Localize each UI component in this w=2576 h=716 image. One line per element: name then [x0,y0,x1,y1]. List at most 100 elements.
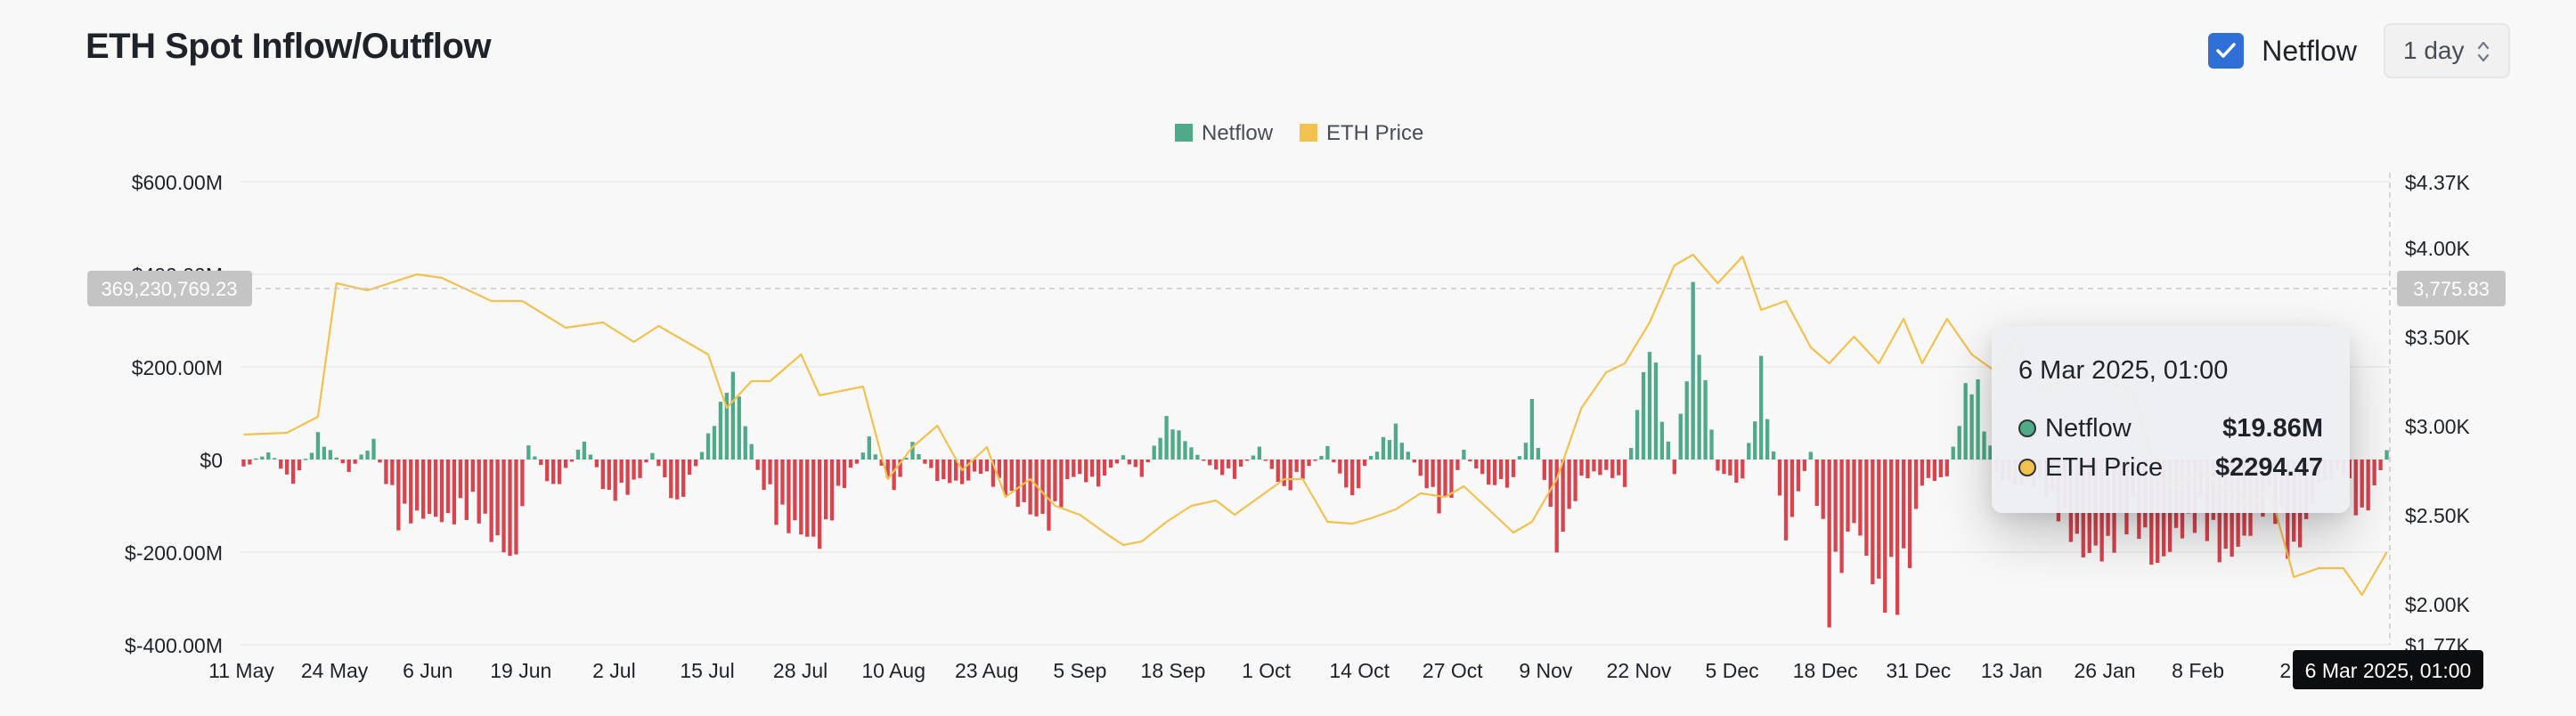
x-tick-label: 15 Jul [680,659,734,682]
netflow-bar [966,460,971,481]
netflow-bar [799,460,803,535]
netflow-bar [1846,460,1850,532]
netflow-bar [885,460,890,478]
netflow-bar [972,460,977,472]
netflow-checkbox[interactable] [2208,33,2245,69]
netflow-bar [1406,452,1410,460]
netflow-bar [322,446,327,460]
netflow-bar [1623,460,1627,487]
netflow-bar [1028,460,1032,515]
netflow-bar [1474,460,1479,469]
netflow-bar [1659,421,1665,460]
netflow-bar [1982,431,1986,460]
netflow-bar [1864,460,1869,557]
netflow-bar [978,460,983,475]
netflow-bar [520,460,525,507]
netflow-bar [768,460,772,484]
netflow-bar [514,460,518,555]
netflow-bar [1765,419,1770,460]
x-tick-label: 19 Jun [490,659,551,682]
interval-select[interactable]: 1 day [2384,23,2510,78]
netflow-bar [1177,430,1181,460]
x-tick-label: 11 May [208,659,274,682]
netflow-bar [588,454,593,460]
netflow-bar [755,460,760,470]
netflow-bar [1771,451,1776,460]
y-tick-label: $-200.00M [125,541,223,565]
netflow-bar [1399,443,1405,460]
netflow-bar [1827,460,1831,628]
netflow-bar [1121,455,1126,460]
netflow-bar [954,460,958,481]
netflow-bar [600,460,605,490]
netflow-bar [923,460,927,464]
netflow-bar [1145,460,1150,463]
netflow-bar [1777,460,1782,496]
netflow-bar [854,460,860,464]
netflow-bar [1418,460,1423,476]
netflow-bar [1833,460,1838,552]
y-tick-label: $-400.00M [125,634,223,657]
netflow-bar [1220,460,1225,476]
netflow-bar [1852,460,1856,524]
netflow-bar [1697,354,1701,460]
netflow-bar [935,460,940,482]
netflow-bar [811,460,816,537]
x-tick-label: 24 May [301,659,369,682]
netflow-bar [1877,460,1881,579]
x-tick-label: 22 Nov [1607,659,1672,682]
netflow-bar [1913,460,1919,509]
netflow-bar [273,458,277,460]
x-tick-label: 6 Jun [403,659,452,682]
x-tick-label: 9 Nov [1519,659,1573,682]
netflow-bar [787,460,791,533]
netflow-bar [1821,460,1825,519]
price-dot-icon [2018,459,2036,476]
netflow-bar [1604,460,1609,470]
netflow-bar [1263,460,1268,461]
netflow-bar [1592,460,1596,472]
netflow-bar [613,460,617,501]
crosshair-y-badge [87,271,252,306]
netflow-bar [1932,460,1937,481]
netflow-bar [1114,460,1120,464]
netflow-bar [1944,460,1949,476]
netflow-bar [879,460,884,466]
netflow-bar [582,441,587,460]
netflow-bar [1152,445,1156,460]
netflow-bar [1381,436,1386,460]
check-icon [2216,43,2237,58]
netflow-bar [842,460,847,489]
netflow-bar [959,460,965,484]
netflow-bar [1579,460,1584,476]
legend-price-swatch [1300,124,1317,142]
netflow-bar [762,460,766,491]
netflow-bar [1554,460,1559,553]
netflow-bar [594,460,599,468]
netflow-bar [1065,460,1070,479]
netflow-bar [378,460,382,463]
netflow-bar [892,460,896,491]
netflow-bar [1716,460,1720,471]
chart-tooltip: 6 Mar 2025, 01:00 Netflow $19.86M ETH Pr… [1992,326,2350,513]
netflow-bar [681,460,686,497]
page-title: ETH Spot Inflow/Outflow [86,27,492,66]
netflow-bar [539,460,543,466]
netflow-bar [675,460,680,500]
y2-tick-label: $2.50K [2405,504,2471,527]
netflow-bar [551,460,556,484]
netflow-bar [1814,460,1819,507]
netflow-bar [1084,460,1088,483]
netflow-bar [1468,460,1472,462]
chart-controls: Netflow 1 day [2208,23,2510,78]
netflow-bar [1504,460,1510,488]
netflow-bar [1963,383,1968,460]
netflow-bar [1523,443,1528,460]
netflow-bar [929,460,933,468]
netflow-bar [1183,441,1187,460]
netflow-bar [403,460,407,504]
netflow-bar [315,432,321,460]
netflow-bar [1988,445,1993,460]
netflow-bar [1158,437,1162,460]
netflow-bar [650,452,655,460]
